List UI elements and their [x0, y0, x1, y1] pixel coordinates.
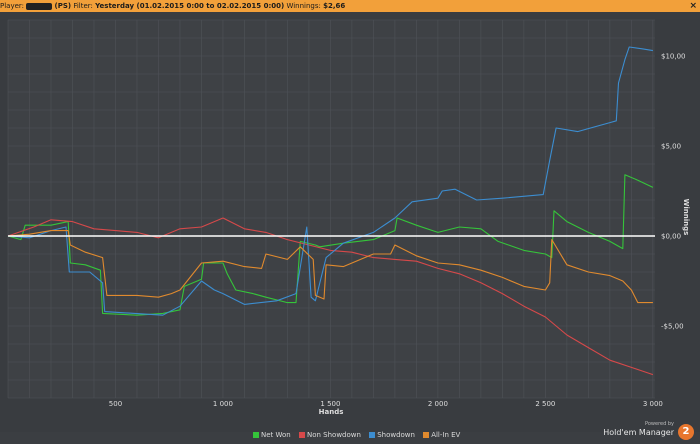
legend-swatch	[423, 432, 430, 438]
player-label: Player:	[0, 2, 25, 10]
brand-badge-icon: 2	[678, 424, 694, 440]
legend-label: Showdown	[377, 431, 415, 439]
legend-swatch	[369, 432, 376, 438]
filter-label: Filter:	[73, 2, 93, 10]
series-group	[7, 46, 654, 376]
series-line-all-in-ev	[7, 230, 653, 304]
legend-label: All-In EV	[431, 431, 461, 439]
y-tick-labels: $10,00 $5,00 $0,00 -$5,00	[661, 53, 686, 331]
series-line-showdown	[7, 46, 653, 316]
series-line-net-won	[7, 174, 654, 316]
winnings-value: $2,66	[323, 2, 346, 10]
plot-area	[8, 20, 655, 398]
winnings-label: Winnings:	[286, 2, 321, 10]
y-tick-label: $5,00	[661, 143, 681, 151]
x-tick-label: 500	[109, 400, 122, 408]
x-tick-labels: 500 1 000 1 500 2 000 2 500 3 000	[109, 400, 663, 408]
grid	[7, 19, 655, 399]
y-tick-label: $0,00	[661, 233, 681, 241]
y-tick-label: $10,00	[661, 53, 686, 61]
brand-name: Hold'em Manager	[603, 428, 674, 437]
powered-by-text: Powered by	[645, 421, 674, 427]
player-site: (PS)	[54, 2, 72, 10]
player-name-redacted	[26, 2, 53, 10]
x-tick-label: 1 000	[213, 400, 233, 408]
x-tick-label: 1 500	[320, 400, 340, 408]
x-tick-label: 2 500	[535, 400, 555, 408]
legend: Net Won Non Showdown Showdown All-In EV	[253, 431, 466, 441]
legend-swatch	[298, 432, 305, 438]
legend-item-non-showdown[interactable]: Non Showdown	[298, 431, 361, 439]
legend-label: Non Showdown	[306, 431, 361, 439]
series-line-non-showdown	[7, 217, 654, 376]
y-axis-label: Winnings	[682, 199, 690, 236]
legend-label: Net Won	[261, 431, 291, 439]
brand-logo: Powered by Hold'em Manager 2	[602, 421, 694, 441]
x-tick-label: 2 000	[428, 400, 448, 408]
filter-value: Yesterday (01.02.2015 0:00 to 02.02.2015…	[95, 2, 285, 10]
close-icon[interactable]: ×	[689, 1, 697, 11]
y-tick-label: -$5,00	[661, 323, 684, 331]
legend-item-showdown[interactable]: Showdown	[369, 431, 415, 439]
legend-item-net-won[interactable]: Net Won	[253, 431, 291, 439]
legend-swatch	[253, 432, 259, 438]
x-tick-label: 3 000	[643, 400, 663, 408]
x-axis-label: Hands	[319, 408, 344, 416]
legend-item-all-in-ev[interactable]: All-In EV	[423, 431, 460, 439]
header-bar: Player: (PS) Filter: Yesterday (01.02.20…	[0, 0, 700, 12]
winnings-chart: $10,00 $5,00 $0,00 -$5,00 500 1 000 1 500 2 00…	[0, 12, 700, 432]
